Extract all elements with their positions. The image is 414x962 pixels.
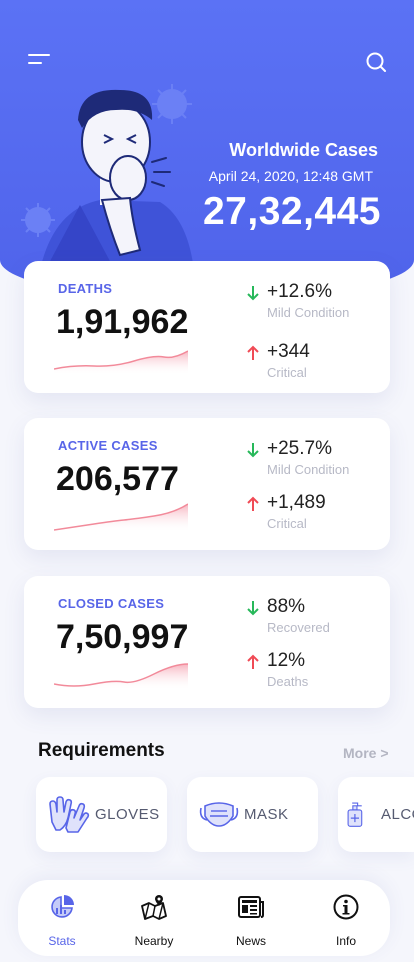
map-icon (141, 894, 167, 920)
arrow-down-icon (246, 600, 260, 616)
card-label: ACTIVE CASES (58, 438, 158, 453)
nav-label: Nearby (119, 934, 189, 948)
requirements-title: Requirements (38, 740, 165, 762)
requirement-label: MASK (244, 806, 289, 823)
nav-label: Info (311, 934, 381, 948)
stat-caption: Mild Condition (267, 305, 349, 320)
arrow-up-icon (246, 496, 260, 512)
mask-icon (197, 792, 241, 836)
info-icon (333, 894, 359, 920)
menu-icon[interactable] (28, 52, 54, 72)
news-icon (238, 894, 264, 920)
last-updated-date: April 24, 2020, 12:48 GMT (209, 168, 373, 184)
stat-value: +1,489 (267, 492, 326, 514)
stats-icon (49, 894, 75, 920)
nav-news[interactable]: News (216, 892, 286, 952)
card-value: 7,50,997 (56, 618, 188, 657)
arrow-down-icon (246, 442, 260, 458)
sparkline-chart (54, 502, 188, 532)
nav-label: Stats (27, 934, 97, 948)
nav-label: News (216, 934, 286, 948)
requirement-label: GLOVES (95, 806, 160, 823)
stat-value: 12% (267, 650, 305, 672)
card-label: DEATHS (58, 281, 112, 296)
bottom-navigation: Stats Nearby News Info (18, 880, 390, 956)
arrow-up-icon (246, 345, 260, 361)
closed-cases-card[interactable]: CLOSED CASES 7,50,997 88% Recovered 12% … (24, 576, 390, 708)
stat-value: 88% (267, 596, 305, 618)
nav-stats[interactable]: Stats (27, 892, 97, 952)
requirement-gloves[interactable]: GLOVES (36, 777, 167, 852)
sparkline-chart (54, 345, 188, 375)
requirement-alcohol[interactable]: ALCOHOL (338, 777, 414, 852)
deaths-card[interactable]: DEATHS 1,91,962 +12.6% Mild Condition +3… (24, 261, 390, 393)
card-value: 1,91,962 (56, 303, 188, 342)
header-banner: Worldwide Cases April 24, 2020, 12:48 GM… (0, 0, 414, 300)
search-icon[interactable] (364, 50, 388, 74)
stat-caption: Critical (267, 516, 307, 531)
more-link[interactable]: More > (343, 745, 389, 761)
stat-caption: Deaths (267, 674, 308, 689)
nav-info[interactable]: Info (311, 892, 381, 952)
requirement-mask[interactable]: MASK (187, 777, 318, 852)
sanitizer-icon (344, 792, 374, 836)
stat-caption: Recovered (267, 620, 330, 635)
card-label: CLOSED CASES (58, 596, 164, 611)
nav-nearby[interactable]: Nearby (119, 892, 189, 952)
card-value: 206,577 (56, 460, 179, 499)
arrow-down-icon (246, 285, 260, 301)
worldwide-total-cases: 27,32,445 (203, 190, 381, 234)
arrow-up-icon (246, 654, 260, 670)
stat-value: +25.7% (267, 438, 332, 460)
requirement-label: ALCOHOL (381, 806, 414, 823)
sneezing-person-illustration (20, 80, 210, 280)
gloves-icon (46, 792, 90, 836)
worldwide-cases-title: Worldwide Cases (229, 140, 378, 161)
stat-value: +344 (267, 341, 310, 363)
stat-value: +12.6% (267, 281, 332, 303)
stat-caption: Mild Condition (267, 462, 349, 477)
sparkline-chart (54, 660, 188, 690)
stat-caption: Critical (267, 365, 307, 380)
active-cases-card[interactable]: ACTIVE CASES 206,577 +25.7% Mild Conditi… (24, 418, 390, 550)
